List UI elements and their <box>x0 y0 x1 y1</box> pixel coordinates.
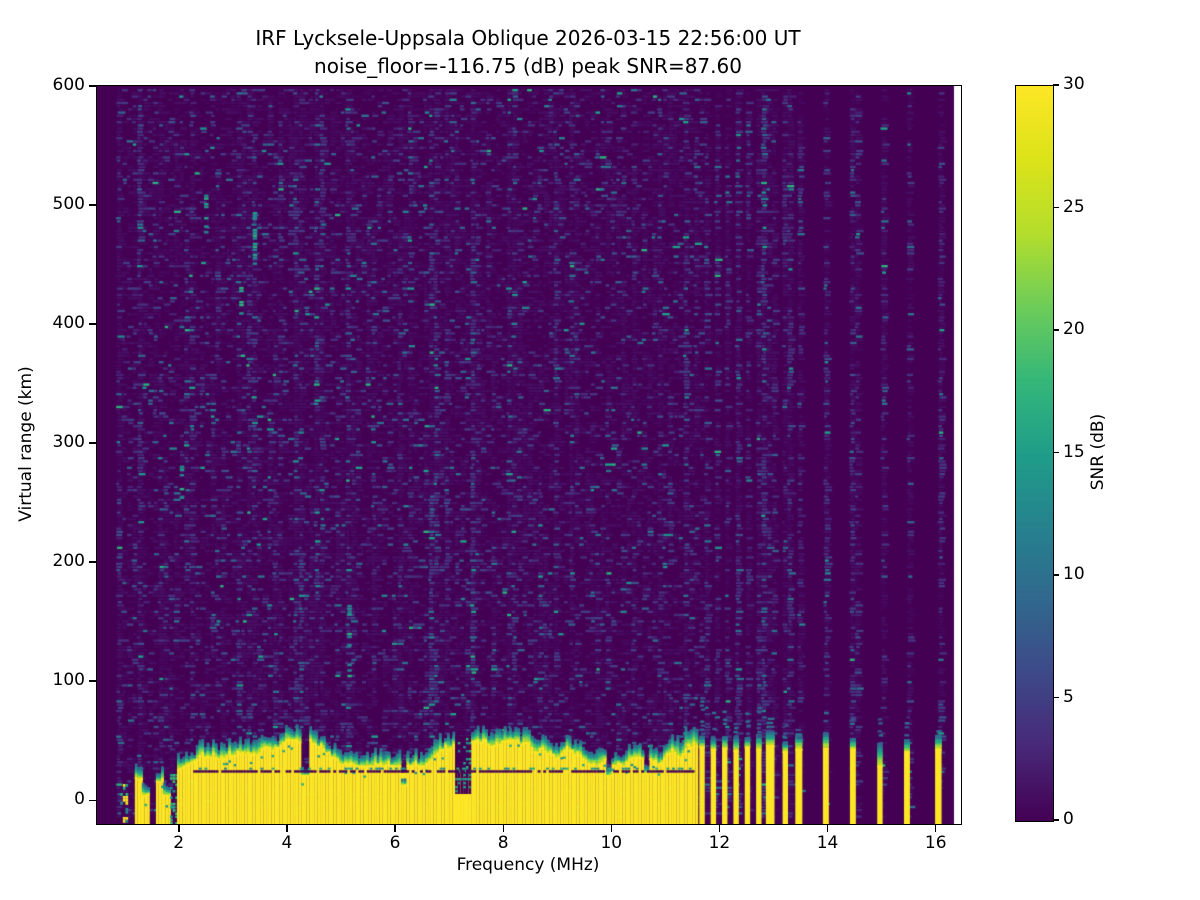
y-axis-label: Virtual range (km) <box>16 366 36 522</box>
y-tick-300-label: 300 <box>52 432 85 453</box>
colorbar-tick-25-label: 25 <box>1063 196 1085 217</box>
colorbar-tick-30-label: 30 <box>1063 74 1085 94</box>
y-tick-600-label: 600 <box>52 75 85 96</box>
x-tick-12-mark <box>718 825 721 832</box>
x-tick-6-mark <box>394 825 396 832</box>
colorbar-tick-10-mark <box>1053 574 1059 576</box>
colorbar-tick-15-label: 15 <box>1063 441 1085 462</box>
x-tick-2-label: 2 <box>173 833 185 853</box>
x-axis-label: Frequency (MHz) <box>456 855 600 875</box>
x-tick-12-label: 12 <box>708 833 731 853</box>
colorbar-tick-5-mark <box>1053 696 1059 699</box>
colorbar-tick-0-mark <box>1053 819 1059 821</box>
colorbar-tick-5-label: 5 <box>1063 686 1074 707</box>
chart-title: IRF Lycksele-Uppsala Oblique 2026-03-15 … <box>96 24 960 80</box>
colorbar-label: SNR (dB) <box>1088 413 1108 491</box>
x-tick-4-label: 4 <box>281 833 293 853</box>
y-tick-400-label: 400 <box>52 313 85 334</box>
colorbar-tick-15-mark <box>1053 451 1059 454</box>
x-tick-2-mark <box>178 825 180 832</box>
colorbar-tick-20-mark <box>1053 329 1059 331</box>
colorbar-tick-25-mark <box>1053 206 1059 209</box>
y-tick-200-mark <box>89 561 96 563</box>
x-tick-8-label: 8 <box>497 833 509 853</box>
y-tick-100-mark <box>89 680 96 682</box>
y-tick-500-mark <box>89 204 96 206</box>
y-tick-0-label: 0 <box>74 789 85 810</box>
x-tick-8-mark <box>502 825 504 832</box>
y-tick-100-label: 100 <box>52 670 85 691</box>
x-tick-16-label: 16 <box>924 833 947 853</box>
colorbar-tick-20-label: 20 <box>1063 319 1085 339</box>
chart-title-line1: IRF Lycksele-Uppsala Oblique 2026-03-15 … <box>255 26 801 50</box>
chart-title-line2: noise_floor=-116.75 (dB) peak SNR=87.60 <box>314 54 742 78</box>
colorbar <box>1015 85 1054 822</box>
ionogram-heatmap <box>97 86 961 824</box>
y-tick-500-label: 500 <box>52 194 85 215</box>
x-tick-14-label: 14 <box>816 833 839 853</box>
x-tick-10-mark <box>610 825 613 832</box>
y-tick-200-label: 200 <box>52 551 85 572</box>
x-tick-14-mark <box>826 825 829 832</box>
x-tick-10-label: 10 <box>600 833 623 853</box>
x-tick-16-mark <box>935 825 937 832</box>
y-tick-600-mark <box>89 85 96 87</box>
colorbar-gradient <box>1016 86 1053 821</box>
plot-area <box>96 85 962 825</box>
colorbar-tick-10-label: 10 <box>1063 564 1085 584</box>
colorbar-tick-30-mark <box>1053 84 1059 86</box>
y-tick-400-mark <box>89 323 96 325</box>
x-tick-4-mark <box>286 825 288 832</box>
y-tick-0-mark <box>89 799 96 801</box>
x-tick-6-label: 6 <box>389 833 401 853</box>
y-tick-300-mark <box>89 442 96 444</box>
colorbar-tick-0-label: 0 <box>1063 809 1074 829</box>
